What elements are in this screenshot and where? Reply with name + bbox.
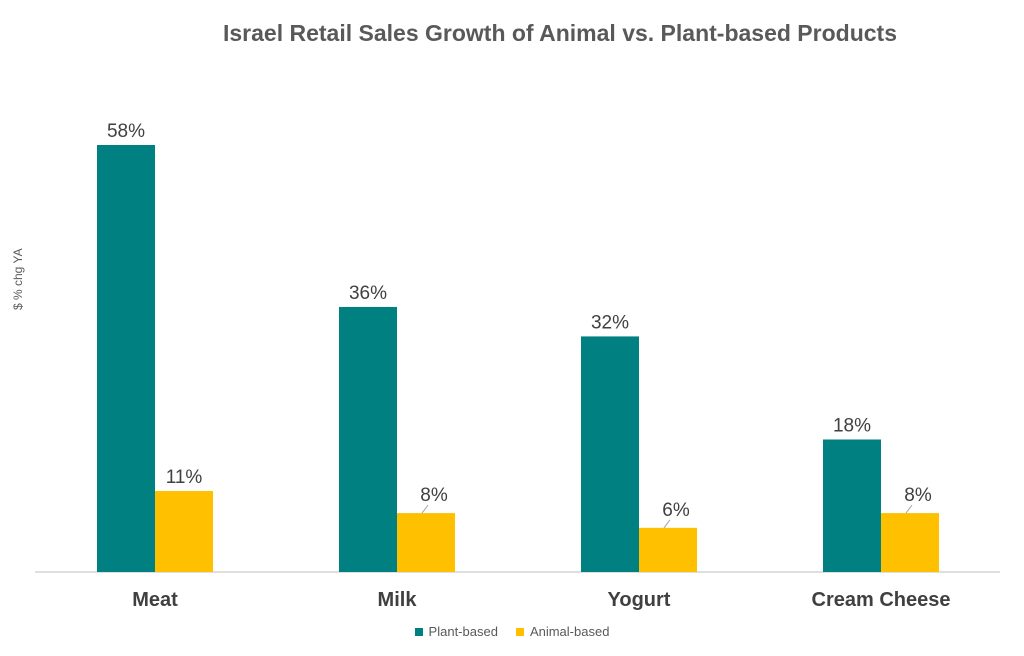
legend: Plant-based Animal-based xyxy=(0,624,1024,639)
legend-item-animal-based: Animal-based xyxy=(515,624,610,639)
category-label-meat: Meat xyxy=(132,589,178,611)
bar-plant-based-meat xyxy=(97,145,155,572)
bar-plant-based-yogurt xyxy=(581,336,639,572)
label-leader-animal-based-cream-cheese xyxy=(905,504,913,514)
data-label-animal-based-milk: 8% xyxy=(420,485,448,506)
category-label-milk: Milk xyxy=(378,589,418,611)
chart-title: Israel Retail Sales Growth of Animal vs.… xyxy=(222,20,897,46)
category-label-cream-cheese: Cream Cheese xyxy=(812,589,951,611)
bar-plant-based-milk xyxy=(339,306,397,572)
legend-label-animal-based: Animal-based xyxy=(529,624,610,639)
category-label-yogurt: Yogurt xyxy=(608,589,671,611)
legend-label-plant-based: Plant-based xyxy=(428,624,498,639)
bar-chart: 58% 11% Meat 36% 8% Milk 32% 6% Yogurt 18% 8% Cream… xyxy=(35,121,1000,611)
data-label-animal-based-cream-cheese: 8% xyxy=(904,485,932,506)
bar-animal-based-yogurt xyxy=(639,527,697,572)
bar-animal-based-milk xyxy=(397,513,455,572)
bar-animal-based-cream-cheese xyxy=(881,513,939,572)
bar-animal-based-meat xyxy=(155,491,213,572)
label-leader-animal-based-yogurt xyxy=(663,519,671,529)
data-label-plant-based-meat: 58% xyxy=(107,121,145,142)
data-label-animal-based-yogurt: 6% xyxy=(662,500,690,521)
data-label-plant-based-yogurt: 32% xyxy=(591,312,629,333)
bar-plant-based-cream-cheese xyxy=(823,439,881,572)
label-leader-animal-based-milk xyxy=(421,504,429,514)
data-label-plant-based-cream-cheese: 18% xyxy=(833,415,871,436)
legend-item-plant-based: Plant-based xyxy=(414,624,498,639)
legend-swatch-animal-based xyxy=(515,627,524,636)
legend-swatch-plant-based xyxy=(414,627,423,636)
data-label-plant-based-milk: 36% xyxy=(349,283,387,304)
data-label-animal-based-meat: 11% xyxy=(166,467,203,488)
